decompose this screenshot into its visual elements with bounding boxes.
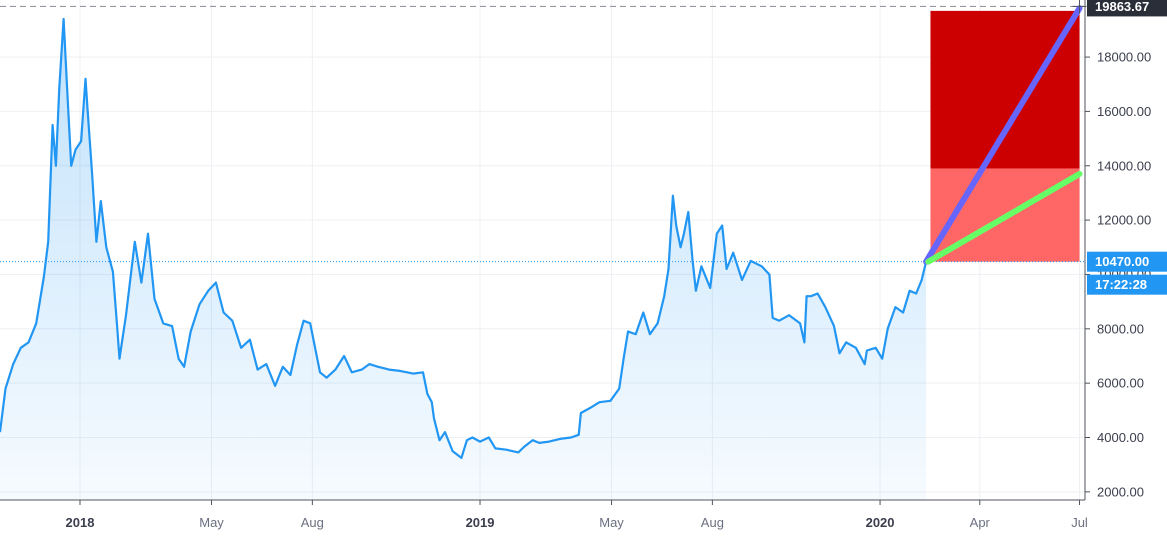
x-tick-label: Aug — [701, 515, 724, 530]
y-tick-label: 4000.00 — [1097, 430, 1144, 445]
last-price-tag: 10470.00 — [1087, 251, 1167, 272]
series-area — [0, 19, 927, 500]
top-price-tag-bg — [1087, 0, 1167, 17]
last-price-tag-label: 10470.00 — [1095, 254, 1149, 269]
x-tick-label: 2020 — [866, 515, 895, 530]
price-tags: 19863.67 10470.00 17:22:28 — [1087, 0, 1167, 295]
x-tick-label: May — [199, 515, 224, 530]
blue-projection-line — [923, 5, 1083, 265]
x-tick-label: 2018 — [66, 515, 95, 530]
series-layer — [0, 5, 1085, 459]
red-target-zone — [930, 10, 1080, 169]
bar-countdown-tag: 17:22:28 — [1087, 274, 1167, 295]
x-tick-label: Aug — [301, 515, 324, 530]
y-tick-label: 8000.00 — [1097, 321, 1144, 336]
projection-lines — [923, 0, 1087, 265]
y-tick-label: 14000.00 — [1097, 158, 1151, 173]
bar-countdown-tag-label: 17:22:28 — [1095, 277, 1147, 292]
y-tick-label: 6000.00 — [1097, 376, 1144, 391]
y-tick-label: 2000.00 — [1097, 484, 1144, 499]
green-projection-line — [925, 170, 1083, 265]
x-tick-label: May — [599, 515, 624, 530]
y-tick-label: 12000.00 — [1097, 213, 1151, 228]
x-tick-label: 2019 — [466, 515, 495, 530]
area-layer — [0, 19, 927, 500]
last-price-tag-bg — [1087, 251, 1167, 272]
bar-countdown-tag-bg — [1087, 274, 1167, 295]
top-price-tag: 19863.67 — [1087, 0, 1167, 17]
x-tick-label: Apr — [970, 515, 991, 530]
axes[interactable]: 2000.004000.006000.008000.0010000.001200… — [0, 0, 1151, 530]
y-tick-label: 16000.00 — [1097, 104, 1151, 119]
top-price-tag-label: 19863.67 — [1095, 0, 1149, 14]
price-series-line — [0, 17, 928, 459]
y-tick-label: 18000.00 — [1097, 50, 1151, 65]
x-tick-label: Jul — [1071, 515, 1088, 530]
